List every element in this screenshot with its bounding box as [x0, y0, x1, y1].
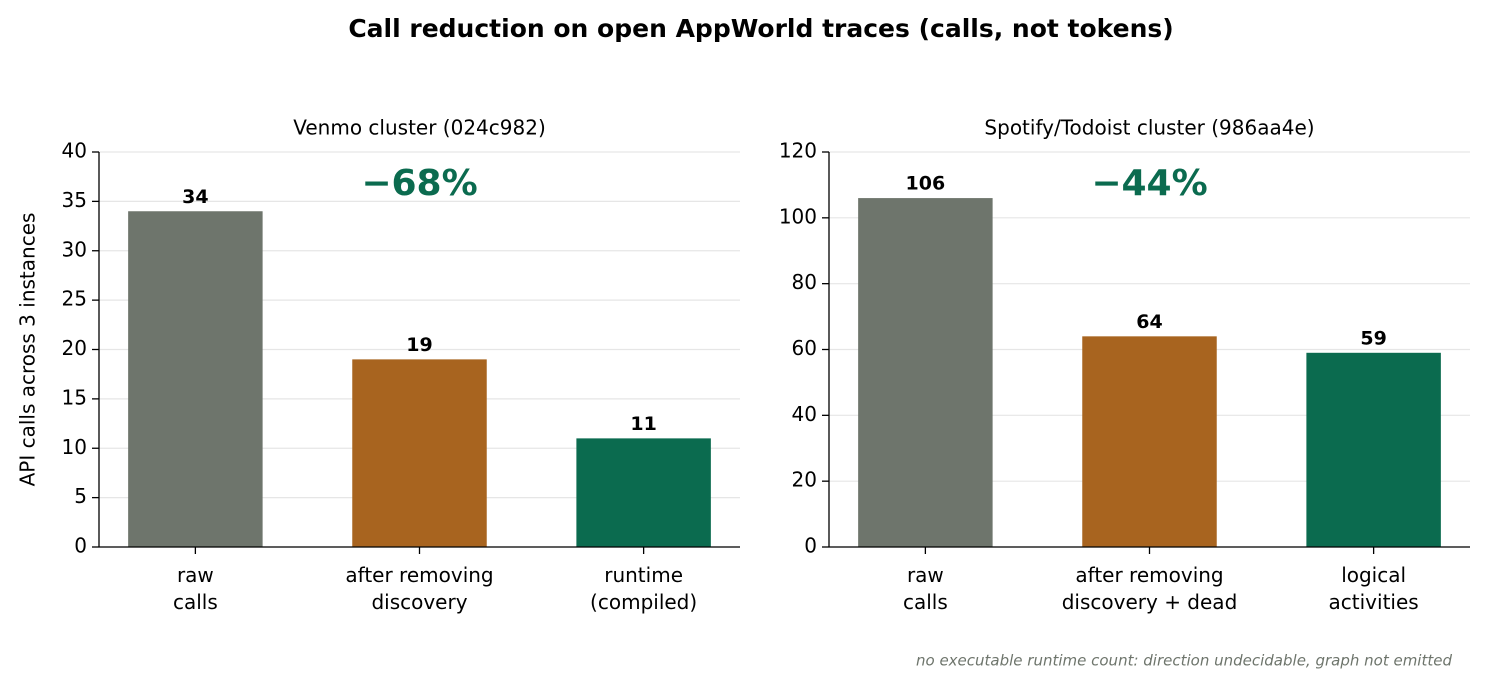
bar — [576, 438, 711, 547]
bar — [128, 211, 263, 547]
value-label: 106 — [906, 173, 946, 195]
figure-title: Call reduction on open AppWorld traces (… — [348, 14, 1173, 43]
x-tick-label-line: (compiled) — [590, 590, 697, 614]
y-tick-label: 40 — [792, 402, 817, 426]
x-tick-label: raw calls — [903, 563, 948, 614]
bar — [1082, 336, 1217, 547]
y-tick-label: 60 — [792, 336, 817, 360]
y-tick-label: 10 — [62, 435, 87, 459]
y-tick-label: 120 — [779, 139, 817, 163]
annotation: −68% — [361, 163, 477, 204]
y-tick-label: 25 — [62, 287, 87, 311]
y-tick-label: 30 — [62, 237, 87, 261]
y-tick-label: 15 — [62, 385, 87, 409]
y-tick-label: 0 — [804, 534, 817, 558]
y-tick-label: 100 — [779, 204, 817, 228]
x-tick-label-line: runtime — [604, 563, 683, 587]
x-tick-label: logical activities — [1329, 563, 1419, 614]
bar — [1306, 352, 1441, 547]
value-label: 19 — [406, 334, 432, 356]
y-tick-label: 40 — [62, 139, 87, 163]
subplot-title: Venmo cluster (024c982) — [293, 116, 546, 140]
bar — [858, 198, 993, 548]
x-tick-label-line: raw — [907, 563, 944, 587]
x-tick-label: after removing discovery + dead — [1062, 563, 1238, 614]
x-tick-label-line: calls — [173, 590, 218, 614]
x-tick-label: raw calls — [173, 563, 218, 614]
value-label: 34 — [182, 186, 208, 208]
y-tick-label: 20 — [792, 468, 817, 492]
value-label: 59 — [1360, 327, 1386, 349]
annotation: −44% — [1091, 163, 1207, 204]
x-tick-label-line: calls — [903, 590, 948, 614]
y-tick-label: 5 — [74, 484, 87, 508]
x-tick-label-line: logical — [1341, 563, 1406, 587]
bar — [352, 359, 487, 547]
footnote: no executable runtime count: direction u… — [916, 652, 1452, 670]
y-tick-label: 80 — [792, 270, 817, 294]
x-tick-label: runtime (compiled) — [590, 563, 697, 614]
x-tick-label-line: discovery + dead — [1062, 590, 1238, 614]
x-tick-label-line: activities — [1329, 590, 1419, 614]
x-tick-label-line: discovery — [371, 590, 467, 614]
y-tick-label: 35 — [62, 188, 87, 212]
y-tick-label: 20 — [62, 336, 87, 360]
x-tick-label: after removing discovery — [345, 563, 493, 614]
x-tick-label-line: raw — [177, 563, 214, 587]
x-tick-label-line: after removing — [345, 563, 493, 587]
x-tick-label-line: after removing — [1075, 563, 1223, 587]
value-label: 11 — [630, 413, 656, 435]
y-tick-label: 0 — [74, 534, 87, 558]
value-label: 64 — [1136, 311, 1162, 333]
subplot-title: Spotify/Todoist cluster (986aa4e) — [984, 116, 1314, 140]
y-axis-label: API calls across 3 instances — [16, 213, 40, 487]
